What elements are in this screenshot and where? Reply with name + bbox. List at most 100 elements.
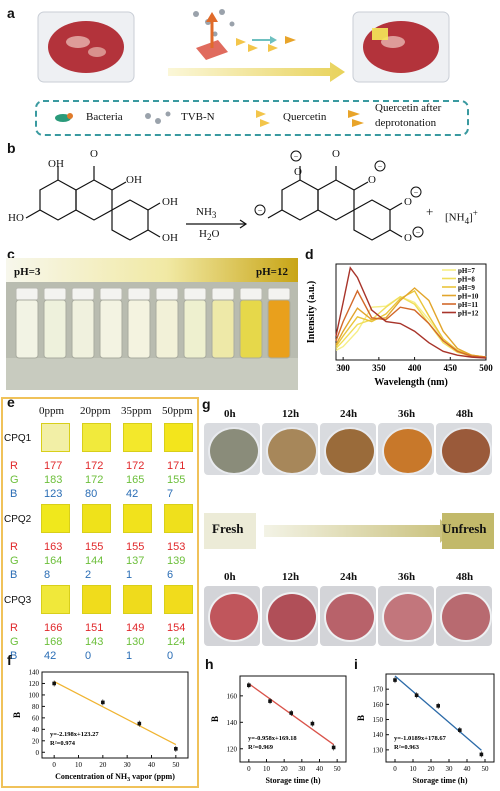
x-tick-label: 10 (263, 765, 271, 773)
panel-b-reaction: − − − − − (25, 150, 424, 241)
x-axis-label-tail: vapor (ppm) (130, 772, 175, 781)
x-tick-label: 50 (334, 765, 342, 773)
vial-cap (127, 287, 151, 301)
rgb-value: 153 (167, 541, 186, 553)
film-swatch (164, 504, 193, 533)
deprotonated-quercetin-icon (348, 110, 364, 127)
legend-label: pH=9 (458, 284, 475, 292)
b-vs-nh3-chart: 0 10 20 30 40 50 0 20 40 60 80 100 120 140 y=-2.198x+1… (12, 669, 189, 783)
film-swatch (41, 504, 70, 533)
fit-equation: y=-2.198x+123.27 (50, 731, 99, 738)
legend-label: pH=11 (458, 301, 478, 309)
time-label-bottom: 24h (340, 571, 358, 583)
rgb-value: 124 (167, 636, 186, 648)
rgb-value: 166 (44, 622, 63, 634)
film-swatch (41, 423, 70, 452)
time-label-top: 0h (224, 408, 236, 420)
rgb-value: 80 (85, 488, 98, 500)
x-tick-label: 50 (482, 765, 490, 773)
vials-photo (6, 258, 298, 390)
rgb-value: 1 (126, 650, 133, 662)
channel-label-R: R (10, 622, 18, 634)
x-tick-label: 40 (148, 761, 156, 769)
series-line-pH=10 (335, 287, 487, 358)
meat-photo (204, 586, 260, 646)
rgb-value: 144 (85, 555, 104, 567)
series-line-pH=8 (335, 295, 487, 358)
y-tick-label: 20 (32, 737, 40, 745)
vial (15, 299, 39, 359)
legend-label: pH=12 (458, 310, 479, 318)
x-axis-label-sub: 3 (127, 777, 130, 783)
shrimp-dish (266, 427, 318, 475)
data-point (479, 752, 484, 757)
data-point (331, 745, 336, 750)
anion-o-4prime: O (404, 232, 412, 244)
channel-label-B: B (10, 569, 18, 581)
vial-cap (267, 287, 291, 301)
rgb-value: 42 (126, 488, 139, 500)
x-tick-label: 40 (464, 765, 472, 773)
hydroxyl-3: OH (126, 174, 142, 186)
svg-text:−: − (294, 152, 299, 161)
data-point (247, 683, 251, 688)
x-tick-label: 30 (446, 765, 454, 773)
reagent-nh3: NH3 (196, 206, 217, 221)
svg-text:−: − (378, 162, 383, 171)
vial (99, 299, 123, 359)
meat-photo (262, 586, 318, 646)
data-point (52, 681, 56, 686)
svg-text:−: − (414, 188, 419, 197)
y-tick-label: 60 (32, 714, 40, 722)
time-label-bottom: 48h (456, 571, 474, 583)
data-point (289, 711, 294, 715)
legend-label: pH=7 (458, 267, 475, 275)
anion-o-5: O (294, 166, 302, 178)
x-tick-label: 350 (372, 363, 386, 373)
film-swatch (82, 585, 111, 614)
y-tick-label: 170 (373, 686, 384, 694)
vial-cap (43, 287, 67, 301)
shrimp-photo (378, 423, 434, 475)
y-axis-label: Intensity (a.u.) (306, 281, 317, 344)
panel-a-scheme (35, 9, 469, 136)
x-tick-label: 450 (444, 363, 458, 373)
vial-cap (155, 287, 179, 301)
channel-label-G: G (10, 474, 19, 486)
column-header: 50ppm (162, 405, 193, 417)
rgb-value: 171 (167, 460, 186, 472)
fit-r2: R²=0.963 (394, 744, 420, 751)
shrimp-photo (320, 423, 376, 475)
x-tick-label: 400 (408, 363, 422, 373)
vial (211, 299, 235, 359)
y-tick-label: 100 (29, 691, 40, 699)
film-swatch (123, 504, 152, 533)
y-tick-label: 120 (227, 745, 238, 753)
vial (127, 299, 151, 359)
shrimp-photo (436, 423, 492, 475)
time-label-top: 48h (456, 408, 474, 420)
fresh-meat-package (37, 11, 135, 83)
rgb-value: 163 (44, 541, 63, 553)
x-axis-label: Wavelength (nm) (374, 377, 448, 388)
reagent-h2o: H2O (199, 228, 220, 243)
rgb-value: 6 (167, 569, 174, 581)
data-point (174, 747, 178, 751)
x-axis-label: Concentration of NH3 vapor (ppm) (55, 772, 175, 783)
legend-quercetin-after: Quercetin after (375, 102, 442, 114)
y-tick-label: 80 (32, 703, 40, 711)
panel-g-label: g (202, 396, 211, 412)
data-point (458, 728, 462, 732)
data-point (310, 721, 315, 726)
x-tick-label: 30 (124, 761, 132, 769)
x-tick-label: 20 (428, 765, 436, 773)
rgb-value: 155 (85, 541, 104, 553)
rgb-value: 123 (44, 488, 63, 500)
panel-d-label: d (305, 246, 314, 262)
film-swatch (41, 585, 70, 614)
channel-label-R: R (10, 541, 18, 553)
time-label-top: 12h (282, 408, 300, 420)
film-swatch (164, 585, 193, 614)
rgb-value: 0 (85, 650, 92, 662)
vial-cap (71, 287, 95, 301)
